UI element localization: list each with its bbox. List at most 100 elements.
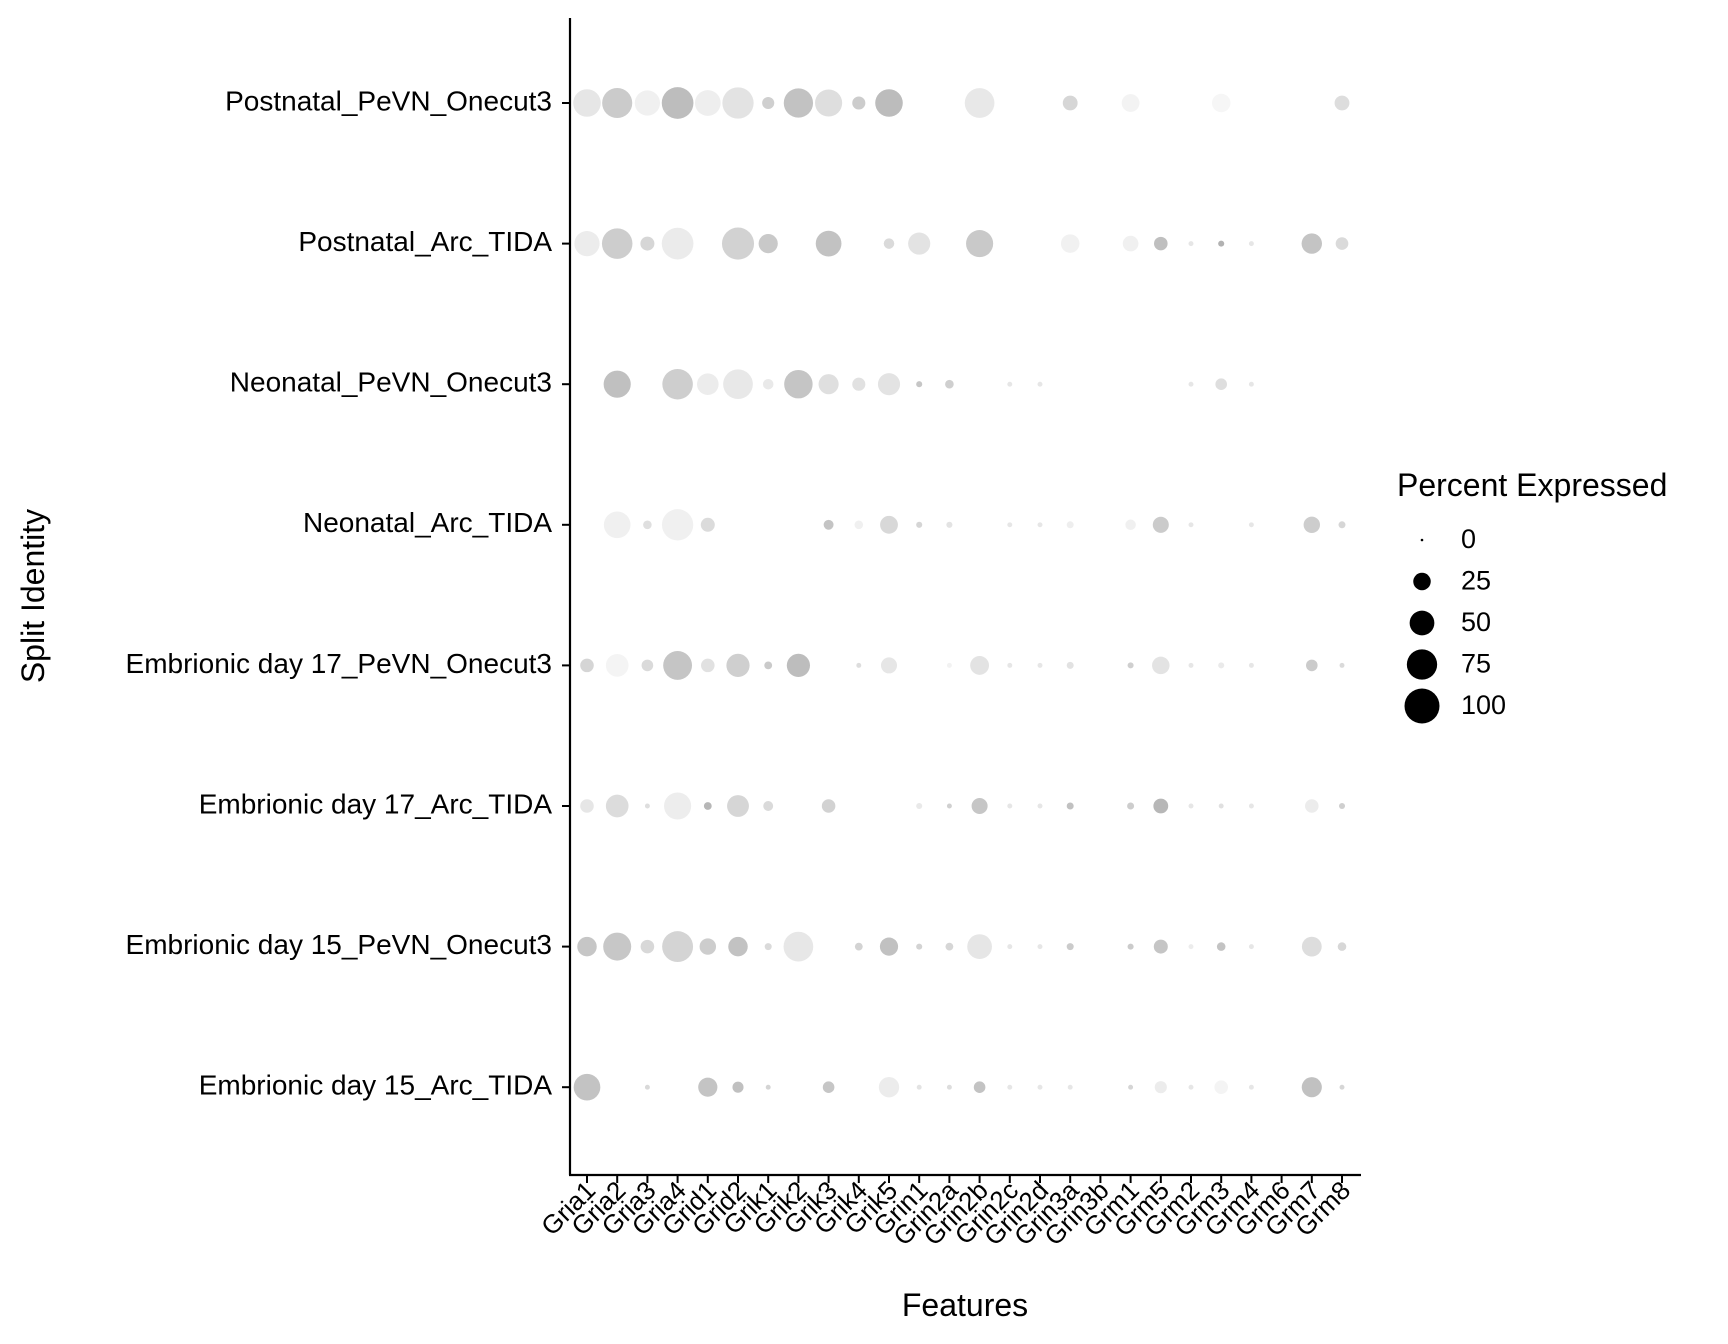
- dot-grin2c-row-8: [1007, 1084, 1013, 1090]
- dot-grin2a-row-4: [946, 521, 953, 528]
- dots-layer: [573, 87, 1350, 1101]
- dot-grid1-row-7: [699, 938, 717, 955]
- y-tick-label: Neonatal_PeVN_Onecut3: [230, 367, 552, 398]
- dot-gria1-row-2: [574, 230, 600, 257]
- dot-gria4-row-1: [661, 87, 694, 119]
- dot-grm3-row-3: [1215, 378, 1227, 391]
- dot-gria2-row-5: [605, 654, 629, 677]
- dot-gria4-row-5: [663, 650, 693, 680]
- dot-gria1-row-1: [573, 89, 601, 117]
- dot-gria2-row-6: [605, 794, 629, 818]
- dot-grm8-row-5: [1339, 662, 1345, 668]
- dot-grik5-row-5: [880, 657, 898, 674]
- dot-grm2-row-5: [1188, 662, 1194, 668]
- dot-grik5-row-8: [878, 1077, 900, 1098]
- legend-dot: [1409, 610, 1435, 636]
- dot-grik1-row-5: [764, 661, 773, 670]
- y-tick-label: Postnatal_Arc_TIDA: [298, 226, 552, 257]
- y-tick-label: Embrionic day 17_PeVN_Onecut3: [126, 648, 552, 679]
- dot-grik4-row-1: [852, 96, 866, 110]
- dot-gria1-row-5: [580, 658, 594, 673]
- dot-grin2d-row-3: [1037, 381, 1043, 387]
- dot-grin2b-row-2: [966, 230, 994, 258]
- dot-gria3-row-5: [641, 659, 654, 672]
- dot-grin2b-row-6: [971, 797, 988, 815]
- dot-grik5-row-1: [875, 89, 903, 117]
- dot-grik1-row-3: [762, 378, 774, 390]
- dot-grm1-row-2: [1122, 235, 1139, 252]
- dot-grik1-row-6: [763, 801, 774, 811]
- legend-label: 50: [1461, 607, 1491, 637]
- y-tick-label: Embrionic day 15_PeVN_Onecut3: [126, 929, 552, 960]
- dot-grm8-row-2: [1335, 237, 1349, 250]
- legend-label: 75: [1461, 649, 1491, 679]
- dot-grid1-row-1: [694, 90, 721, 116]
- dot-grik3-row-1: [815, 89, 843, 117]
- dot-gria3-row-7: [640, 939, 655, 954]
- dot-grin2a-row-6: [946, 803, 952, 809]
- dot-grm5-row-8: [1154, 1081, 1167, 1094]
- y-tick-label: Postnatal_PeVN_Onecut3: [225, 85, 552, 116]
- dot-grm8-row-6: [1338, 802, 1346, 810]
- dot-grik3-row-3: [818, 374, 839, 395]
- dot-gria3-row-4: [643, 520, 652, 530]
- dot-grm5-row-5: [1152, 656, 1170, 675]
- dot-grin3a-row-5: [1066, 661, 1074, 669]
- dot-grm1-row-6: [1127, 802, 1135, 810]
- dot-gria2-row-7: [603, 932, 632, 961]
- dot-grm4-row-8: [1248, 1084, 1254, 1090]
- dot-grik3-row-8: [822, 1081, 835, 1093]
- dot-grm4-row-6: [1248, 803, 1254, 809]
- dot-grin2d-row-8: [1037, 1084, 1043, 1090]
- dot-grid1-row-3: [697, 373, 719, 395]
- dot-grid1-row-5: [701, 658, 715, 673]
- dot-grin2d-row-5: [1037, 662, 1043, 668]
- dot-gria2-row-4: [603, 511, 631, 539]
- dot-grm5-row-4: [1152, 516, 1169, 533]
- dot-grin2d-row-7: [1037, 944, 1043, 950]
- dot-grm4-row-7: [1248, 944, 1254, 950]
- dot-grm4-row-3: [1248, 381, 1254, 387]
- dot-grik1-row-1: [762, 96, 775, 110]
- dot-grin2a-row-8: [946, 1084, 952, 1090]
- dot-grin1-row-3: [916, 381, 923, 388]
- dot-grik5-row-3: [877, 373, 901, 396]
- dot-grin2d-row-6: [1037, 803, 1043, 809]
- y-tick-label: Neonatal_Arc_TIDA: [303, 507, 552, 538]
- legend-title: Percent Expressed: [1397, 467, 1667, 503]
- dot-grm3-row-5: [1218, 662, 1225, 669]
- dot-gria1-row-7: [577, 936, 597, 957]
- dot-gria4-row-4: [661, 509, 694, 541]
- legend-dot: [1420, 538, 1424, 542]
- dot-grik1-row-8: [765, 1084, 771, 1090]
- x-axis-title: Features: [902, 1287, 1028, 1323]
- dot-gria1-row-8: [573, 1073, 601, 1101]
- dot-grin2a-row-7: [945, 942, 954, 951]
- dot-grin2b-row-5: [970, 655, 990, 675]
- dot-grm1-row-7: [1127, 943, 1134, 950]
- dot-grik5-row-4: [880, 515, 898, 534]
- dot-grik4-row-4: [854, 520, 864, 530]
- dot-grm2-row-6: [1188, 803, 1194, 809]
- dot-grik4-row-7: [854, 942, 863, 951]
- dot-grm1-row-1: [1121, 94, 1140, 112]
- dot-grid2-row-1: [722, 87, 754, 119]
- dot-grm4-row-4: [1248, 522, 1254, 528]
- dot-grid2-row-3: [723, 369, 753, 400]
- dot-grin2a-row-5: [946, 662, 952, 668]
- dot-grm7-row-8: [1301, 1077, 1322, 1098]
- legend-label: 25: [1461, 566, 1491, 596]
- dot-grik5-row-2: [883, 238, 895, 249]
- dot-grin2c-row-7: [1007, 944, 1013, 950]
- dot-grin3a-row-1: [1062, 95, 1078, 111]
- dot-grik3-row-2: [815, 230, 842, 257]
- dot-grm7-row-6: [1305, 799, 1319, 813]
- dot-grm1-row-4: [1125, 519, 1136, 531]
- dot-grid2-row-7: [728, 936, 748, 957]
- y-tick-label: Embrionic day 15_Arc_TIDA: [199, 1070, 553, 1101]
- dot-grm7-row-2: [1301, 233, 1323, 254]
- y-tick-labels: Postnatal_PeVN_Onecut3 Postnatal_Arc_TIDA…: [126, 85, 553, 1100]
- dot-grm8-row-8: [1339, 1084, 1345, 1090]
- dot-grm7-row-7: [1301, 936, 1322, 957]
